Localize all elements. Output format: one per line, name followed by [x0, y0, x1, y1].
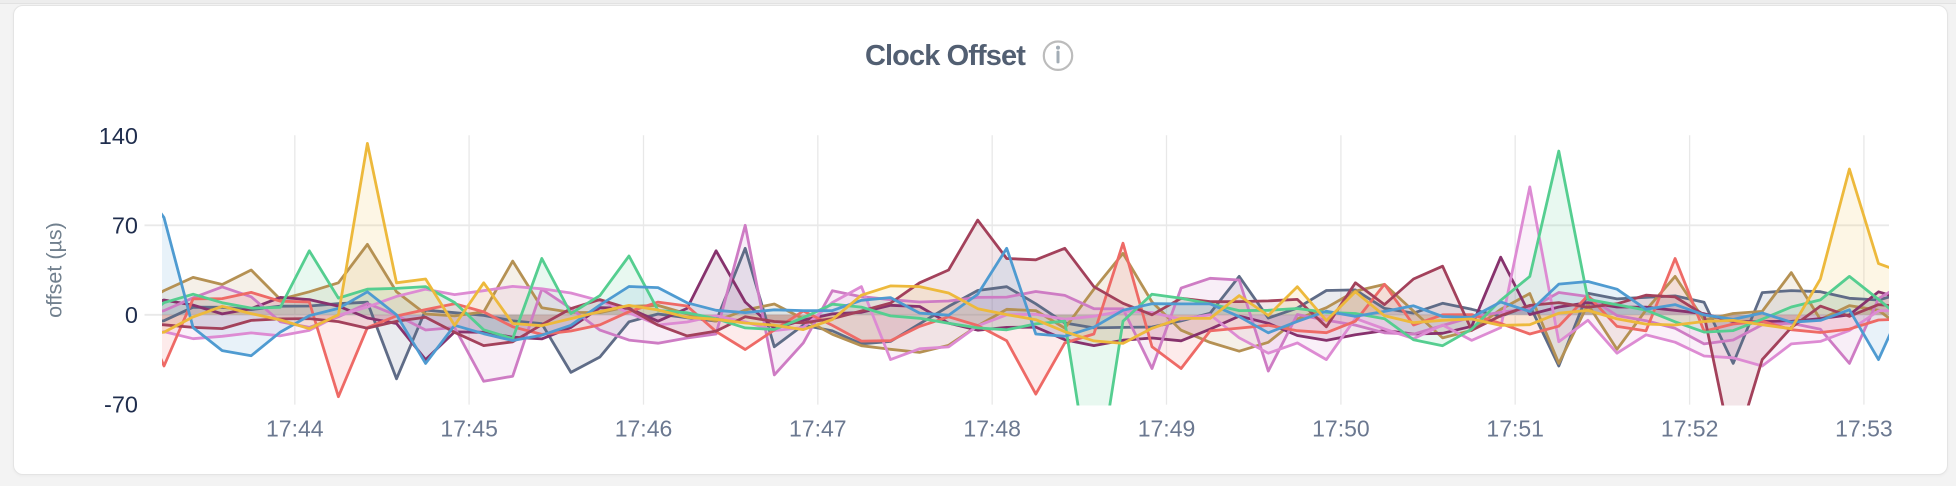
svg-text:17:50: 17:50: [1312, 415, 1370, 441]
svg-text:17:46: 17:46: [615, 415, 673, 441]
svg-text:17:49: 17:49: [1138, 415, 1196, 441]
svg-text:17:45: 17:45: [440, 415, 498, 441]
svg-text:offset (µs): offset (µs): [43, 222, 67, 318]
svg-text:-70: -70: [104, 392, 138, 418]
svg-text:17:47: 17:47: [789, 415, 847, 441]
svg-text:17:48: 17:48: [963, 415, 1021, 441]
svg-text:0: 0: [125, 302, 138, 328]
svg-text:70: 70: [112, 213, 138, 239]
svg-text:140: 140: [99, 123, 138, 149]
svg-text:17:52: 17:52: [1661, 415, 1719, 441]
svg-text:17:44: 17:44: [266, 415, 324, 441]
svg-text:17:51: 17:51: [1486, 415, 1544, 441]
svg-text:17:53: 17:53: [1835, 415, 1893, 441]
